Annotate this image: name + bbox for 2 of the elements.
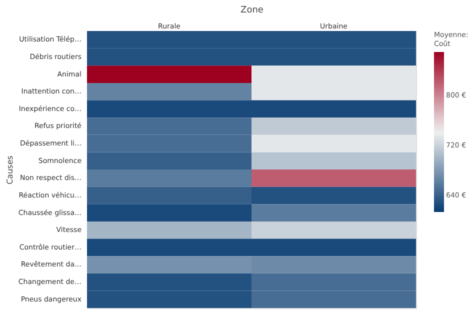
chart-title: Zone [240, 6, 264, 16]
y-axis-title: Causes [5, 156, 14, 184]
